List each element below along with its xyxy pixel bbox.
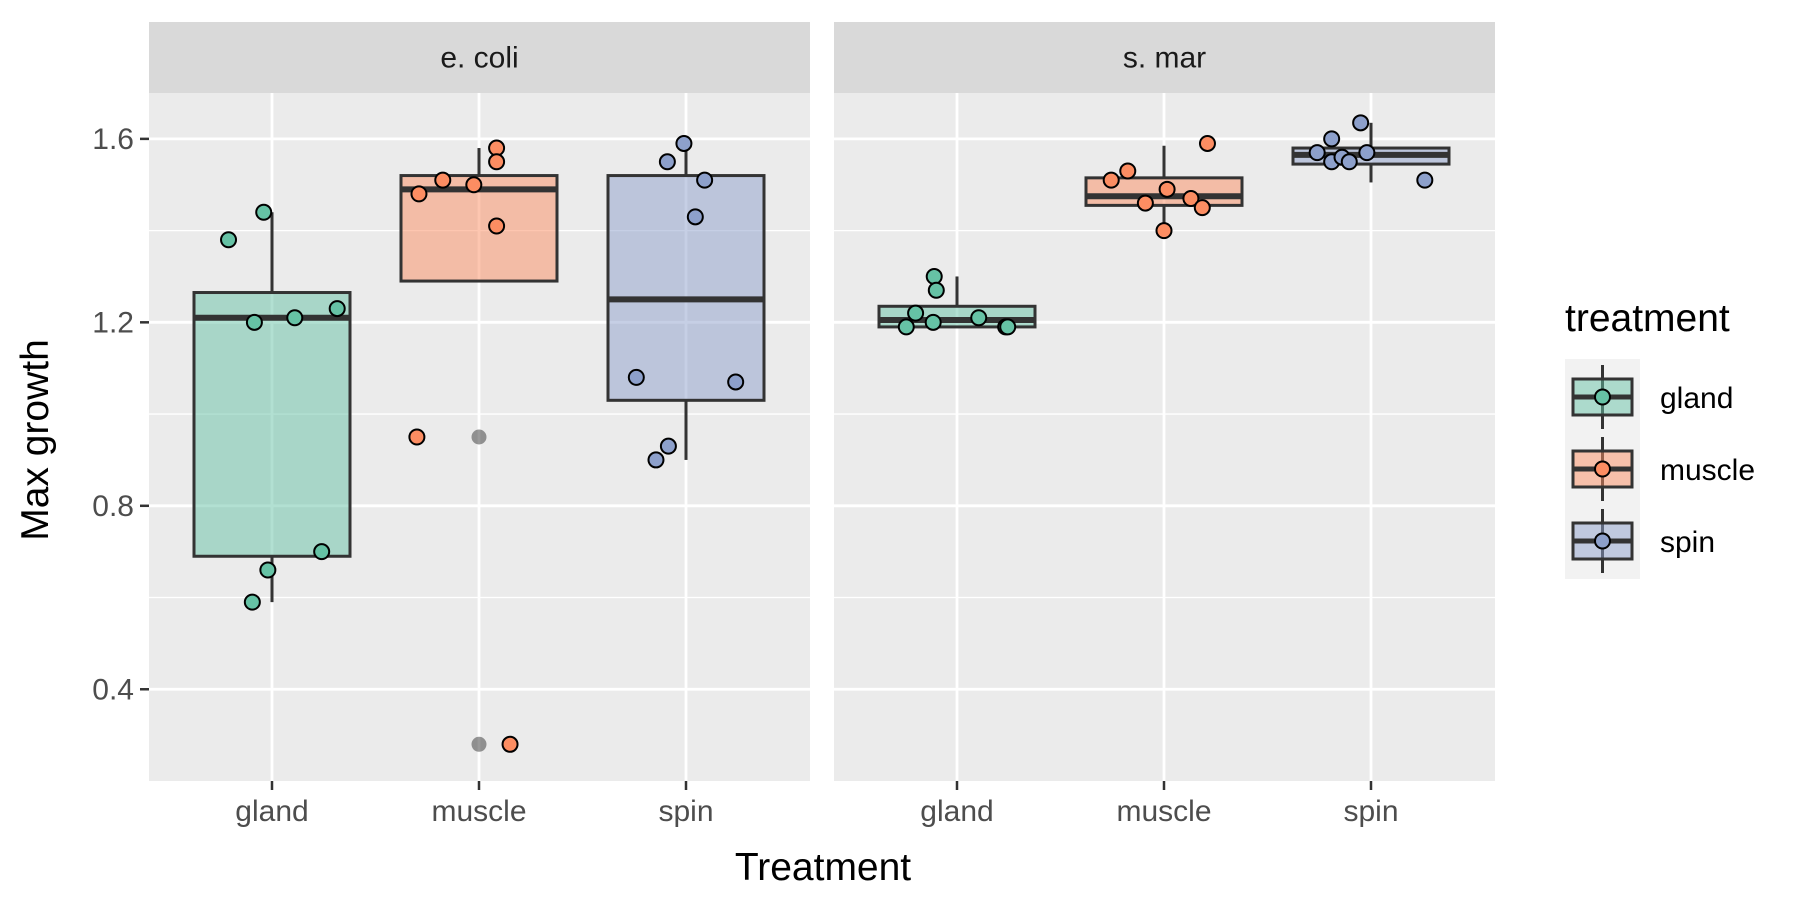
facet-panel-1: s. mar gland muscle spin [834, 22, 1495, 828]
box [192, 291, 352, 558]
y-tick-label: 0.8 [92, 490, 134, 523]
box [606, 174, 766, 402]
data-point [658, 153, 676, 171]
facet-strip [149, 22, 810, 93]
legend: treatment gland muscle spin [1565, 297, 1755, 579]
data-point [1193, 199, 1211, 217]
legend-key-muscle: muscle [1571, 437, 1755, 501]
data-point [1198, 134, 1216, 152]
legend-title: treatment [1565, 297, 1730, 340]
data-point [488, 153, 506, 171]
x-tick-label: spin [1343, 795, 1398, 828]
data-point [999, 318, 1017, 336]
outlier-point [471, 736, 487, 752]
legend-label: muscle [1660, 454, 1755, 487]
legend-label: spin [1660, 526, 1715, 559]
data-point [1308, 144, 1326, 162]
data-point [1358, 144, 1376, 162]
legend-key-gland: gland [1571, 365, 1733, 429]
data-point [970, 309, 988, 327]
data-point [897, 318, 915, 336]
data-point [1136, 194, 1154, 212]
data-point [286, 309, 304, 327]
x-tick-label: muscle [431, 795, 526, 828]
data-point [245, 313, 263, 331]
facet-strip-label: e. coli [440, 42, 518, 75]
data-point [243, 593, 261, 611]
data-point [686, 208, 704, 226]
facet-panel-0: e. coli gland muscle spin [149, 22, 810, 828]
data-point [313, 543, 331, 561]
data-point [924, 313, 942, 331]
x-axis-title: Treatment [735, 846, 911, 889]
data-point [1119, 162, 1137, 180]
data-point [925, 267, 943, 285]
data-point [627, 368, 645, 386]
data-point [434, 171, 452, 189]
data-point [1323, 130, 1341, 148]
legend-key-point [1594, 460, 1611, 478]
data-point [465, 176, 483, 194]
data-point [488, 217, 506, 235]
data-point [328, 300, 346, 318]
data-point [220, 231, 238, 249]
boxplot-spin [606, 143, 766, 460]
facet-strip-label: s. mar [1123, 42, 1206, 75]
boxplot-gland [192, 212, 352, 603]
data-point [1102, 171, 1120, 189]
data-point [647, 451, 665, 469]
y-axis: 0.4 0.8 1.2 1.6 [92, 123, 149, 706]
data-point [1182, 189, 1200, 207]
data-point [1352, 114, 1370, 132]
legend-label: gland [1660, 382, 1733, 415]
data-point [1416, 171, 1434, 189]
data-point [259, 561, 277, 579]
x-tick-label: spin [658, 795, 713, 828]
data-point [927, 281, 945, 299]
legend-key-point [1594, 388, 1611, 406]
y-axis-title: Max growth [14, 339, 57, 541]
outlier-point [471, 429, 487, 445]
data-point [488, 139, 506, 157]
data-point [675, 134, 693, 152]
legend-key-spin: spin [1571, 509, 1715, 573]
data-point [907, 304, 925, 322]
data-point [727, 373, 745, 391]
x-tick-label: muscle [1116, 795, 1211, 828]
data-point [408, 428, 426, 446]
data-point [1340, 153, 1358, 171]
y-tick-label: 1.2 [92, 306, 134, 339]
data-point [659, 437, 677, 455]
data-point [1155, 222, 1173, 240]
data-point [410, 185, 428, 203]
x-tick-label: gland [235, 795, 308, 828]
data-point [696, 171, 714, 189]
legend-key-point [1594, 532, 1611, 550]
x-tick-label: gland [920, 795, 993, 828]
facet-strip [834, 22, 1495, 93]
y-tick-label: 0.4 [92, 673, 134, 706]
data-point [255, 203, 273, 221]
data-point [1158, 180, 1176, 198]
y-tick-label: 1.6 [92, 123, 134, 156]
data-point [501, 735, 519, 753]
